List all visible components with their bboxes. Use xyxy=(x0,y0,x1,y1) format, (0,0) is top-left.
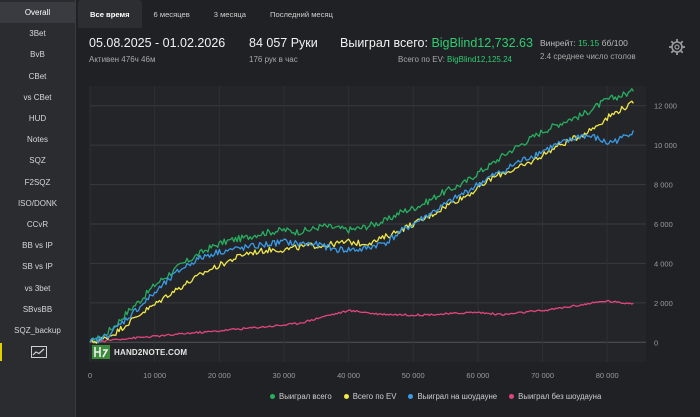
date-range: 05.08.2025 - 01.02.2026 xyxy=(89,36,226,50)
logo-text: HAND2NOTE.COM xyxy=(114,347,188,357)
sidebar-item-vs-3bet[interactable]: vs 3bet xyxy=(24,283,51,293)
tab-6-months[interactable]: 6 месяцев xyxy=(153,9,190,19)
legend-label: Выиграл всего xyxy=(279,392,332,401)
won-total-label: Выиграл всего: xyxy=(340,36,428,50)
y-tick-label: 8 000 xyxy=(654,181,673,190)
x-tick-label: 50 000 xyxy=(402,371,425,380)
winrate-block: Винрейт: 15.15 бб/100 2.4 среднее число … xyxy=(540,38,636,61)
x-tick-label: 60 000 xyxy=(466,371,489,380)
legend-item-won[interactable]: Выиграл всего xyxy=(270,392,332,401)
chart-legend: Выиграл всего Всего по EV Выиграл на шоу… xyxy=(270,392,601,401)
x-tick-label: 40 000 xyxy=(337,371,360,380)
y-tick-label: 12 000 xyxy=(654,102,677,111)
sidebar-item-f2sqz[interactable]: F2SQZ xyxy=(24,177,51,187)
sidebar-item-ccvr[interactable]: CCvR xyxy=(26,219,49,229)
gear-icon xyxy=(669,39,685,55)
sidebar-item-sbvsbb[interactable]: SBvsBB xyxy=(22,304,53,314)
y-tick-label: 0 xyxy=(654,338,658,347)
sidebar-list: Overall 3Bet BvB CBet vs CBet HUD Notes SQZ F2SQ… xyxy=(0,2,75,341)
sidebar-item-sqz-backup[interactable]: SQZ_backup xyxy=(14,325,61,335)
legend-dot xyxy=(270,394,275,399)
sidebar-item-iso-donk[interactable]: ISO/DONK xyxy=(17,198,58,208)
x-tick-label: 80 000 xyxy=(596,371,619,380)
sidebar-item-sb-vs-ip[interactable]: SB vs IP xyxy=(22,262,53,272)
legend-item-non-showdown[interactable]: Выиграл без шоудауна xyxy=(509,392,601,401)
legend-dot xyxy=(509,394,515,399)
tab-3-months[interactable]: 3 месяца xyxy=(213,9,247,19)
legend-item-ev[interactable]: Всего по EV xyxy=(343,392,397,401)
line-chart-icon xyxy=(30,346,47,358)
series-line xyxy=(89,130,635,344)
ev-total-label: Всего по EV: xyxy=(398,55,445,64)
hand2note-logo: HAND2NOTE.COM xyxy=(92,345,187,359)
winrate-unit: бб/100 xyxy=(601,38,628,48)
sidebar-item-sqz[interactable]: SQZ xyxy=(29,156,46,166)
avg-tables: 2.4 среднее число столов xyxy=(540,52,636,61)
legend-label: Выиграл без шоудауна xyxy=(518,392,602,401)
won-total-value: BigBlind12,732.63 xyxy=(431,36,533,50)
sidebar-item-bb-vs-ip[interactable]: BB vs IP xyxy=(22,241,53,251)
winnings-block: Выиграл всего: BigBlind12,732.63 Всего п… xyxy=(340,36,533,64)
x-tick-label: 30 000 xyxy=(272,371,295,380)
y-tick-label: 4 000 xyxy=(654,259,673,268)
profit-chart: 0 2 000 4 000 6 000 8 000 10 000 12 000 0 10 000… xyxy=(88,86,677,380)
x-tick-label: 70 000 xyxy=(531,371,554,380)
sidebar: Overall 3Bet BvB CBet vs CBet HUD Notes SQZ F2SQ… xyxy=(0,0,76,417)
y-tick-label: 10 000 xyxy=(654,141,677,150)
tab-all-time[interactable]: Все время xyxy=(78,0,142,28)
sidebar-item-3bet[interactable]: 3Bet xyxy=(29,29,46,39)
sidebar-item-vs-cbet[interactable]: vs CBet xyxy=(23,92,52,102)
sidebar-item-bvb[interactable]: BvB xyxy=(30,50,45,60)
y-tick-label: 6 000 xyxy=(654,220,673,229)
hands-count: 84 057 Руки xyxy=(249,36,318,50)
x-tick-label: 20 000 xyxy=(208,371,231,380)
sidebar-item-overall[interactable]: Overall xyxy=(0,2,75,24)
legend-label: Выиграл на шоудауне xyxy=(417,392,498,401)
winrate-label: Винрейт: xyxy=(540,38,576,48)
sidebar-item-cbet[interactable]: CBet xyxy=(28,71,47,81)
settings-button[interactable] xyxy=(668,38,686,56)
x-tick-label: 0 xyxy=(88,371,92,380)
legend-dot xyxy=(408,394,414,399)
tab-last-month[interactable]: Последний месяц xyxy=(270,9,333,19)
date-block: 05.08.2025 - 01.02.2026 Активен 476ч 46м xyxy=(89,36,225,64)
series-line xyxy=(89,88,634,344)
sidebar-item-hud[interactable]: HUD xyxy=(28,114,47,124)
series-line xyxy=(89,299,634,344)
active-time: Активен 476ч 46м xyxy=(89,55,156,64)
hands-per-hour: 176 рук в час xyxy=(249,55,298,64)
legend-label: Всего по EV xyxy=(352,392,397,401)
ev-total-value: BigBlind12,125.24 xyxy=(447,55,512,64)
x-tick-label: 10 000 xyxy=(143,371,166,380)
hand2note-logo-icon xyxy=(92,345,110,359)
winrate-value: 15.15 xyxy=(577,38,600,48)
legend-dot xyxy=(343,394,349,399)
sidebar-item-chart[interactable] xyxy=(0,343,75,361)
legend-item-showdown[interactable]: Выиграл на шоудауне xyxy=(408,392,497,401)
period-tabs: Все время 6 месяцев 3 месяца Последний м… xyxy=(78,0,345,28)
hands-block: 84 057 Руки 176 рук в час xyxy=(249,36,318,64)
y-tick-label: 2 000 xyxy=(654,299,673,308)
sidebar-item-notes[interactable]: Notes xyxy=(27,135,48,145)
series-line xyxy=(89,100,634,344)
